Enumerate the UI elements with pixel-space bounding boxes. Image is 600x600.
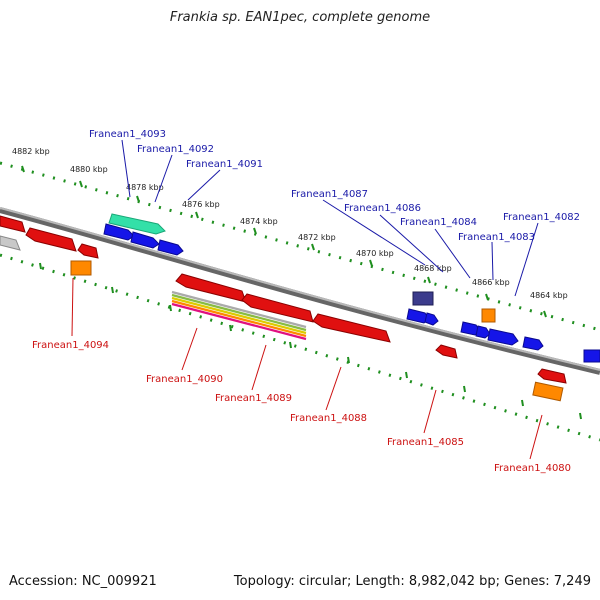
kbp-label: 4870 kbp (356, 249, 394, 258)
gene-arrow (103, 223, 135, 241)
gene-label-top: Franean1_4091 (186, 159, 263, 170)
gene-arrow (77, 243, 99, 259)
kbp-label: 4874 kbp (240, 217, 278, 226)
gene-arrow (424, 312, 439, 326)
gene-label-top: Franean1_4093 (89, 129, 166, 140)
gene-label-top: Franean1_4082 (503, 212, 580, 223)
gene-block (70, 260, 92, 276)
gene-label-top: Franean1_4083 (458, 232, 535, 243)
gene-block (583, 349, 600, 363)
gene-label-bottom: Franean1_4089 (215, 393, 292, 404)
kbp-label: 4876 kbp (182, 200, 220, 209)
gene-label-top: Franean1_4086 (344, 203, 421, 214)
gene-label-top: Franean1_4092 (137, 144, 214, 155)
lower-tick-marks (39, 262, 582, 420)
gene-label-bottom: Franean1_4094 (32, 340, 109, 351)
kbp-label: 4864 kbp (530, 291, 568, 300)
kbp-label: 4868 kbp (414, 264, 452, 273)
gene-arrow (0, 215, 26, 233)
kbp-label: 4880 kbp (70, 165, 108, 174)
stacked-gene-group (171, 290, 307, 341)
kbp-label: 4878 kbp (126, 183, 164, 192)
kbp-label: 4872 kbp (298, 233, 336, 242)
gene-label-bottom: Franean1_4080 (494, 463, 571, 474)
kbp-label: 4882 kbp (12, 147, 50, 156)
plus-strand-genes (103, 213, 600, 363)
gene-arrow (475, 325, 491, 339)
gene-block (481, 308, 496, 323)
kbp-tick-marks (21, 165, 547, 318)
gene-block (532, 381, 564, 402)
gene-arrow (487, 328, 519, 346)
gene-block (412, 291, 434, 306)
gene-arrow (312, 313, 391, 343)
leader-lines-top (121, 139, 539, 297)
gene-arrow (108, 213, 166, 235)
gene-arrow (157, 239, 184, 256)
gene-arrow (241, 293, 314, 323)
accession-text: Accession: NC_009921 (9, 574, 157, 589)
gene-label-bottom: Franean1_4085 (387, 437, 464, 448)
minus-strand-genes (0, 215, 567, 402)
genome-summary-text: Topology: circular; Length: 8,982,042 bp… (233, 574, 591, 589)
gene-arrow (522, 336, 544, 351)
genome-backbone (0, 207, 600, 375)
gene-arrow (25, 227, 77, 252)
leader-lines-bottom (71, 277, 543, 460)
gene-arrow (130, 231, 160, 249)
gene-arrow (175, 273, 247, 303)
gene-label-bottom: Franean1_4090 (146, 374, 223, 385)
gene-arrow (537, 368, 567, 384)
gene-label-top: Franean1_4087 (291, 189, 368, 200)
genome-title: Frankia sp. EAN1pec, complete genome (169, 10, 431, 25)
gene-label-top: Franean1_4084 (400, 217, 477, 228)
gene-arrow (0, 235, 21, 251)
gene-label-bottom: Franean1_4088 (290, 413, 367, 424)
gene-arrow (435, 344, 458, 359)
kbp-label: 4866 kbp (472, 278, 510, 287)
